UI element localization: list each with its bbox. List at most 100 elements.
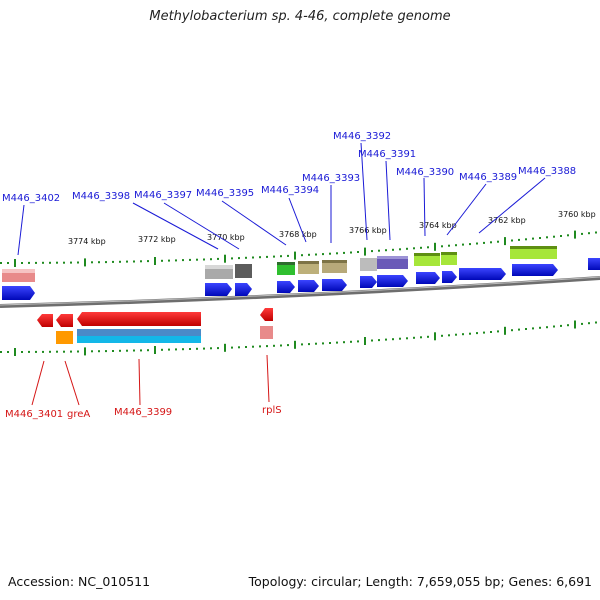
cds-arrow[interactable]	[277, 281, 295, 293]
feature-box[interactable]	[77, 336, 201, 343]
cds-arrow[interactable]	[512, 264, 558, 276]
minor-tick	[532, 327, 534, 330]
feature-box[interactable]	[510, 246, 557, 259]
feature-box[interactable]	[441, 252, 457, 265]
minor-tick	[175, 259, 177, 262]
cds-arrow[interactable]	[442, 271, 457, 283]
minor-tick	[525, 328, 527, 330]
minor-tick	[63, 350, 65, 353]
feature-box[interactable]	[2, 269, 35, 273]
feature-box[interactable]	[298, 261, 319, 264]
feature-box[interactable]	[377, 256, 408, 269]
gene-label-m446-3397: M446_3397	[134, 190, 192, 201]
major-tick	[504, 326, 506, 335]
feature-box[interactable]	[260, 326, 273, 339]
minor-tick	[329, 252, 331, 255]
minor-tick	[91, 350, 93, 353]
minor-tick	[252, 256, 254, 259]
minor-tick	[42, 261, 44, 264]
minor-tick	[119, 349, 121, 352]
minor-tick	[560, 235, 562, 237]
cds-arrow[interactable]	[56, 314, 73, 327]
minor-tick	[189, 258, 191, 261]
feature-box[interactable]	[322, 260, 347, 273]
minor-tick	[238, 346, 240, 349]
minor-tick	[245, 256, 247, 259]
feature-box[interactable]	[77, 329, 201, 336]
leader-line	[478, 177, 546, 234]
cds-arrow[interactable]	[322, 279, 347, 291]
minor-tick	[49, 350, 51, 353]
minor-tick	[546, 326, 548, 329]
minor-tick	[133, 349, 135, 352]
leader-line	[221, 200, 287, 246]
cds-arrow[interactable]	[459, 268, 506, 280]
major-tick	[14, 259, 16, 267]
feature-box[interactable]	[277, 262, 295, 275]
feature-box[interactable]	[360, 258, 377, 271]
minor-tick	[518, 328, 520, 331]
cds-arrow[interactable]	[588, 258, 600, 270]
feature-box[interactable]	[277, 262, 295, 265]
minor-tick	[266, 255, 268, 258]
minor-tick	[588, 322, 590, 325]
minor-tick	[588, 232, 590, 235]
gene-label-grea: greA	[67, 409, 90, 420]
cds-arrow[interactable]	[260, 308, 273, 321]
minor-tick	[112, 260, 114, 263]
cds-arrow[interactable]	[298, 280, 319, 292]
minor-tick	[7, 262, 9, 264]
minor-tick	[119, 260, 121, 263]
minor-tick	[469, 332, 471, 335]
cds-arrow[interactable]	[377, 275, 408, 287]
feature-box[interactable]	[298, 261, 319, 274]
minor-tick	[105, 261, 107, 264]
cds-arrow[interactable]	[77, 312, 201, 326]
minor-tick	[280, 255, 282, 258]
minor-tick	[147, 260, 149, 263]
minor-tick	[56, 350, 58, 353]
minor-tick	[273, 344, 275, 347]
minor-tick	[567, 234, 569, 237]
gene-label-m446-3388: M446_3388	[518, 166, 576, 177]
cds-arrow[interactable]	[416, 272, 440, 284]
scale-label-3770: 3770 kbp	[207, 233, 245, 242]
forward-cds-arrows	[2, 258, 600, 300]
reverse-scale-ticks	[0, 320, 597, 356]
scale-label-3774: 3774 kbp	[68, 237, 106, 246]
feature-box[interactable]	[377, 256, 408, 259]
feature-box[interactable]	[414, 253, 440, 266]
minor-tick	[0, 262, 2, 264]
cds-arrow[interactable]	[37, 314, 53, 327]
cds-arrow[interactable]	[205, 283, 232, 296]
feature-box[interactable]	[205, 265, 233, 269]
minor-tick	[287, 254, 289, 257]
leader-line	[266, 354, 270, 403]
feature-box[interactable]	[235, 264, 252, 278]
cds-arrow[interactable]	[2, 286, 35, 300]
major-tick	[84, 258, 86, 267]
major-tick	[364, 247, 366, 256]
minor-tick	[7, 351, 9, 353]
feature-box[interactable]	[56, 331, 73, 344]
gene-label-m446-3402: M446_3402	[2, 193, 60, 204]
forward-leader-lines	[17, 142, 546, 256]
minor-tick	[455, 333, 457, 336]
feature-box[interactable]	[322, 260, 347, 263]
gene-label-m446-3390: M446_3390	[396, 167, 454, 178]
major-tick	[574, 230, 576, 239]
minor-tick	[581, 232, 583, 235]
minor-tick	[126, 260, 128, 263]
minor-tick	[357, 340, 359, 343]
major-tick	[154, 257, 156, 265]
minor-tick	[406, 337, 408, 340]
minor-tick	[427, 246, 429, 249]
feature-box[interactable]	[510, 246, 557, 249]
minor-tick	[399, 248, 401, 251]
feature-box[interactable]	[414, 253, 440, 256]
scale-label-3762: 3762 kbp	[488, 216, 526, 225]
cds-arrow[interactable]	[235, 283, 252, 296]
cds-arrow[interactable]	[360, 276, 377, 288]
feature-box[interactable]	[441, 252, 457, 255]
minor-tick	[336, 341, 338, 344]
